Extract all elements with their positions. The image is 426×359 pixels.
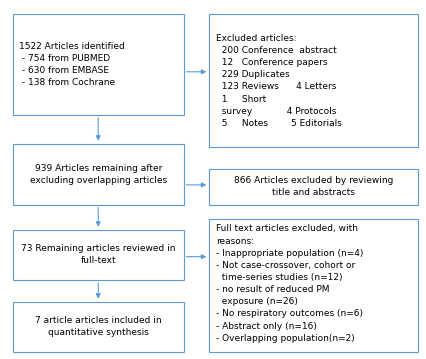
Text: 73 Remaining articles reviewed in
full-text: 73 Remaining articles reviewed in full-t… [21,244,175,265]
FancyBboxPatch shape [209,169,417,205]
Text: Excluded articles:
  200 Conference  abstract
  12   Conference papers
  229 Dup: Excluded articles: 200 Conference abstra… [215,34,341,128]
FancyBboxPatch shape [13,14,183,115]
FancyBboxPatch shape [209,14,417,147]
Text: 7 article articles included in
quantitative synthesis: 7 article articles included in quantitat… [35,316,161,337]
Text: 1522 Articles identified
 - 754 from PUBMED
 - 630 from EMBASE
 - 138 from Cochr: 1522 Articles identified - 754 from PUBM… [19,42,125,87]
Text: Full text articles excluded, with
reasons:
- Inappropriate population (n=4)
- No: Full text articles excluded, with reason… [215,224,362,343]
Text: 939 Articles remaining after
excluding overlapping articles: 939 Articles remaining after excluding o… [29,164,167,185]
FancyBboxPatch shape [13,302,183,352]
FancyBboxPatch shape [209,219,417,352]
Text: 866 Articles excluded by reviewing
title and abstracts: 866 Articles excluded by reviewing title… [233,176,393,197]
FancyBboxPatch shape [13,230,183,280]
FancyBboxPatch shape [13,144,183,205]
